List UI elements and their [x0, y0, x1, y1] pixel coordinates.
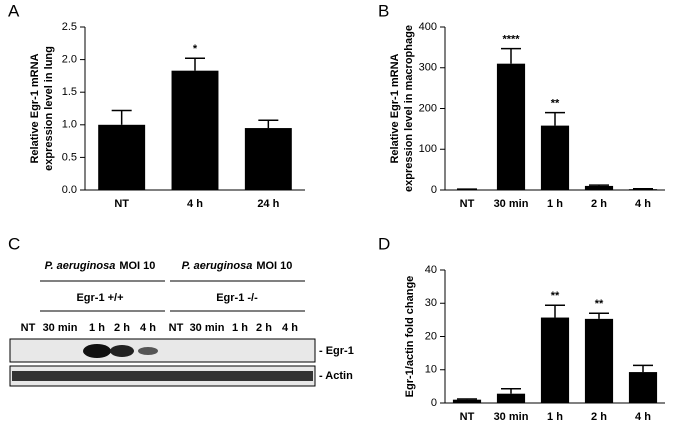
panel-label: B: [378, 1, 389, 20]
y-tick-label: 10: [425, 364, 437, 376]
y-tick-label: 400: [419, 21, 437, 33]
lane-label: 1 h: [232, 322, 248, 334]
lane-label: 1 h: [89, 322, 105, 334]
y-axis-label: Egr-1/actin fold change: [404, 276, 416, 398]
y-axis-label: Relative Egr-1 mRNA: [29, 53, 41, 163]
lane-label: 2 h: [256, 322, 272, 334]
x-tick-label: 30 min: [494, 198, 529, 210]
condition: MOI 10: [119, 260, 155, 272]
significance: **: [595, 298, 604, 310]
lane-label: NT: [169, 322, 184, 334]
y-tick-label: 2.5: [62, 21, 77, 33]
x-tick-label: 2 h: [591, 198, 607, 210]
significance: ****: [502, 34, 520, 46]
bar: [98, 124, 146, 190]
bar: [452, 399, 482, 403]
bar: [628, 372, 658, 403]
panel-label: A: [8, 1, 20, 20]
y-tick-label: 300: [419, 62, 437, 74]
lane-label: 30 min: [190, 322, 225, 334]
bar: [244, 128, 292, 190]
bar: [628, 189, 658, 190]
y-axis-label: expression level in lung: [43, 46, 55, 171]
y-tick-label: 1.0: [62, 119, 77, 131]
y-tick-label: 2.0: [62, 54, 77, 66]
organism: P. aeruginosa: [182, 260, 253, 272]
lane-label: 2 h: [114, 322, 130, 334]
y-tick-label: 0: [431, 184, 437, 196]
y-tick-label: 0.5: [62, 151, 77, 163]
band: [138, 347, 158, 355]
significance: *: [193, 43, 198, 55]
bar: [496, 63, 526, 190]
band: [83, 344, 111, 358]
lane-label: 30 min: [43, 322, 78, 334]
band-label: - Actin: [319, 370, 353, 382]
y-tick-label: 20: [425, 330, 437, 342]
x-tick-label: 4 h: [635, 411, 651, 421]
x-tick-label: 2 h: [591, 411, 607, 421]
bar: [584, 185, 614, 190]
y-tick-label: 40: [425, 264, 437, 276]
bar: [171, 70, 219, 190]
y-tick-label: 100: [419, 143, 437, 155]
bar: [540, 125, 570, 190]
y-tick-label: 200: [419, 102, 437, 114]
y-tick-label: 0: [431, 397, 437, 409]
x-tick-label: 30 min: [494, 411, 529, 421]
x-tick-label: 4 h: [187, 198, 203, 210]
lane-label: NT: [21, 322, 36, 334]
genotype-label: Egr-1 +/+: [76, 292, 123, 304]
x-tick-label: NT: [114, 198, 129, 210]
panel-label: C: [8, 234, 20, 253]
y-tick-label: 30: [425, 297, 437, 309]
x-tick-label: 24 h: [257, 198, 279, 210]
band: [12, 371, 313, 381]
x-tick-label: 4 h: [635, 198, 651, 210]
x-tick-label: NT: [460, 411, 475, 421]
x-tick-label: 1 h: [547, 198, 563, 210]
lane-label: 4 h: [140, 322, 156, 334]
band: [110, 345, 134, 357]
x-tick-label: NT: [460, 198, 475, 210]
panel-label: D: [378, 234, 390, 253]
lane-label: 4 h: [282, 322, 298, 334]
bar: [584, 318, 614, 403]
genotype-label: Egr-1 -/-: [216, 292, 258, 304]
condition: MOI 10: [256, 260, 292, 272]
bar: [540, 317, 570, 403]
y-axis-label: Relative Egr-1 mRNA: [389, 53, 401, 163]
x-tick-label: 1 h: [547, 411, 563, 421]
band-label: - Egr-1: [319, 345, 354, 357]
blot-images: [9, 338, 316, 387]
significance: **: [551, 290, 560, 302]
y-axis-label: expression level in macrophage: [403, 25, 415, 192]
organism: P. aeruginosa: [45, 260, 116, 272]
significance: **: [551, 97, 560, 109]
egr1-blot: [9, 338, 316, 363]
bar: [496, 393, 526, 403]
treatment-label: P. aeruginosa MOI 10: [45, 260, 156, 272]
y-tick-label: 0.0: [62, 184, 77, 196]
y-tick-label: 1.5: [62, 86, 77, 98]
treatment-label: P. aeruginosa MOI 10: [182, 260, 293, 272]
